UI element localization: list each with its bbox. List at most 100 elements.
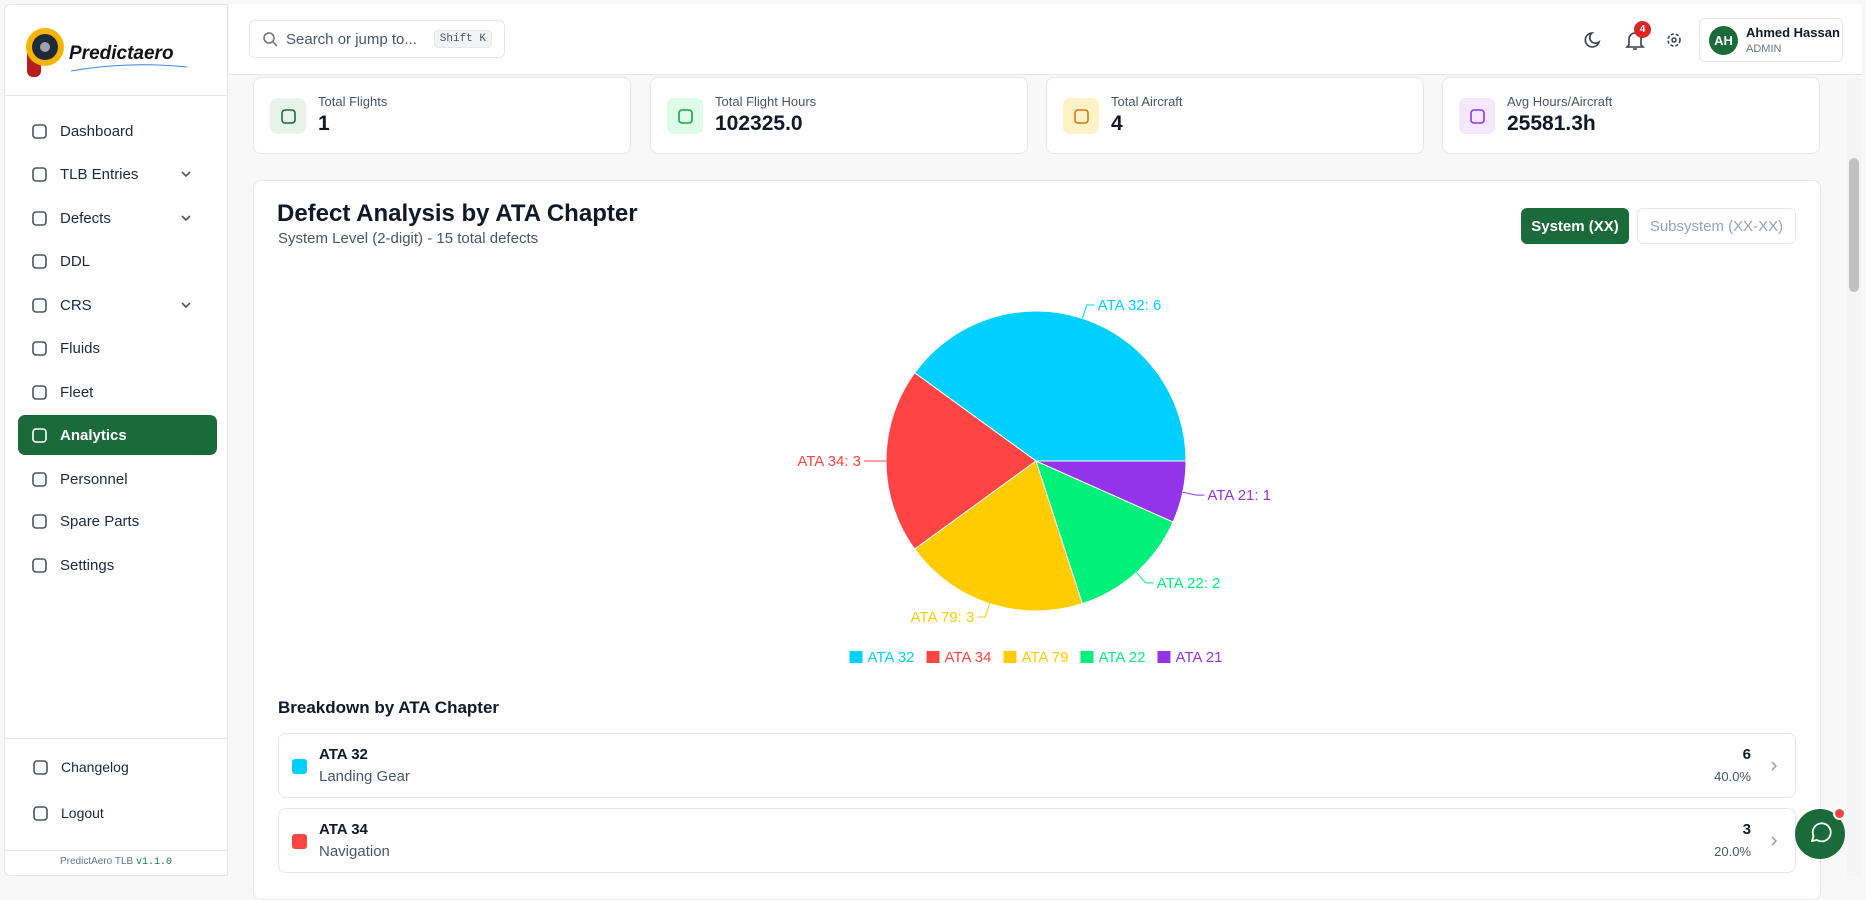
version-name: PredictAero TLB <box>60 856 134 867</box>
icon-shape <box>280 108 296 124</box>
stat-value: 1 <box>318 112 330 135</box>
label-line <box>977 603 991 618</box>
icon <box>33 759 48 775</box>
nav-item[interactable]: Fleet <box>18 372 217 412</box>
icon-shape <box>32 384 47 400</box>
toggle-system[interactable]: System (XX) <box>1521 208 1629 244</box>
color-chip <box>292 759 307 774</box>
chart-title: Defect Analysis by ATA Chapter <box>277 200 638 227</box>
version-number: v1.1.0 <box>135 857 172 868</box>
nav-item[interactable]: CRS <box>18 285 217 325</box>
legend-swatch <box>849 651 863 663</box>
icon <box>1073 108 1089 124</box>
nav-item[interactable]: Defects <box>18 198 217 238</box>
nav-label: Dashboard <box>60 122 134 140</box>
footer-label: Changelog <box>61 759 129 775</box>
icon <box>32 123 47 139</box>
icon-shape <box>32 513 47 529</box>
stat-card: Total Flight Hours 102325.0 <box>650 77 1028 154</box>
shortcut: Shift K <box>433 30 492 48</box>
user-menu[interactable]: AH Ahmed Hassan ADMIN <box>1699 18 1843 62</box>
divider <box>5 850 227 851</box>
scroll-thumb[interactable] <box>1849 158 1859 292</box>
stat-icon <box>270 98 306 134</box>
icon-shape <box>32 253 47 269</box>
icon <box>32 210 47 226</box>
logo-icon <box>26 28 64 77</box>
breakdown-row[interactable]: ATA 34 Navigation 3 20.0% <box>278 808 1796 873</box>
icon-shape <box>32 210 47 226</box>
chat-button[interactable] <box>1795 807 1846 859</box>
pie-slice <box>913 310 1187 462</box>
label-line <box>1135 572 1154 584</box>
footer-label: Logout <box>61 805 104 821</box>
footer-link[interactable]: Logout <box>19 793 218 833</box>
toggle-subsystem[interactable]: Subsystem (XX-XX) <box>1637 208 1796 244</box>
stat-icon <box>1063 98 1099 134</box>
nav-item[interactable]: DDL <box>18 241 217 281</box>
data-label: ATA 21: 1 <box>1207 487 1271 504</box>
notification-badge: 4 <box>1634 21 1651 38</box>
nav-item[interactable]: Dashboard <box>18 111 217 151</box>
chevron-shape <box>1771 836 1778 846</box>
chevron <box>181 302 191 309</box>
shortcut-key: K <box>479 33 486 45</box>
nav-item[interactable]: Settings <box>18 545 217 585</box>
chevron-shape <box>1771 761 1778 771</box>
icon <box>677 108 693 124</box>
nav-label: Spare Parts <box>60 512 140 530</box>
icon-shape <box>33 759 48 775</box>
icon <box>32 427 47 443</box>
breakdown-row[interactable]: ATA 32 Landing Gear 6 40.0% <box>278 733 1796 798</box>
nav-item[interactable]: TLB Entries <box>18 154 217 194</box>
data-label: ATA 79: 3 <box>911 609 975 626</box>
icon-shape <box>32 297 47 313</box>
icon-shape <box>32 340 47 356</box>
icon-shape <box>32 427 47 443</box>
icon-shape <box>32 166 47 182</box>
chart-subtitle: System Level (2-digit) - 15 total defect… <box>278 230 539 247</box>
legend-swatch <box>1003 651 1017 663</box>
nav-item[interactable]: Analytics <box>18 415 217 455</box>
pie-chart: ATA 32: 6 ATA 34: 3 ATA 79: 3 ATA 22: 2 ATA … <box>797 297 1271 666</box>
legend-item: ATA 79 <box>1003 649 1068 666</box>
row-chevron <box>1771 761 1778 771</box>
stat-card: Total Flights 1 <box>253 77 631 154</box>
icon-shape <box>32 557 47 573</box>
nav-label: DDL <box>60 252 91 270</box>
icon <box>280 108 296 124</box>
defect-share: 40.0% <box>1714 769 1751 784</box>
nav-item[interactable]: Personnel <box>18 459 217 499</box>
icon-shape <box>1073 108 1089 124</box>
search-icon <box>263 32 278 47</box>
ata-code: ATA 34 <box>319 821 368 838</box>
chevron <box>181 171 191 178</box>
data-label: ATA 22: 2 <box>1157 575 1221 592</box>
ata-code: ATA 32 <box>319 746 368 763</box>
icon <box>32 557 47 573</box>
theme-toggle[interactable] <box>1584 32 1601 48</box>
legend: ATA 32 ATA 34 ATA 79 ATA 22 ATA 21 <box>849 649 1222 666</box>
shortcut-key: Shift <box>439 33 473 45</box>
stat-label: Avg Hours/Aircraft <box>1507 94 1613 109</box>
legend-item: ATA 34 <box>926 649 992 666</box>
pie-slice <box>1035 460 1187 523</box>
nav-label: TLB Entries <box>60 165 139 183</box>
nav-item[interactable]: Fluids <box>18 328 217 368</box>
user-name: Ahmed Hassan <box>1746 25 1840 40</box>
nav-item[interactable]: Spare Parts <box>18 501 217 541</box>
sidebar: Predictaero PredictAero TLB v1.1.0 Dashb… <box>4 4 228 876</box>
icon <box>32 513 47 529</box>
settings-button[interactable] <box>1667 33 1681 47</box>
pie-slice <box>1035 460 1174 605</box>
pie-slice <box>885 372 1037 550</box>
chat-icon <box>1810 822 1832 843</box>
avatar: AH <box>1709 26 1738 55</box>
legend-label: ATA 22 <box>1098 649 1145 666</box>
footer-link[interactable]: Changelog <box>19 747 218 787</box>
search-box[interactable]: Search or jump to... Shift K <box>249 20 505 58</box>
legend-label: ATA 21 <box>1175 649 1222 666</box>
color-chip <box>292 834 307 849</box>
chat-badge <box>1833 807 1846 820</box>
divider <box>5 738 227 739</box>
